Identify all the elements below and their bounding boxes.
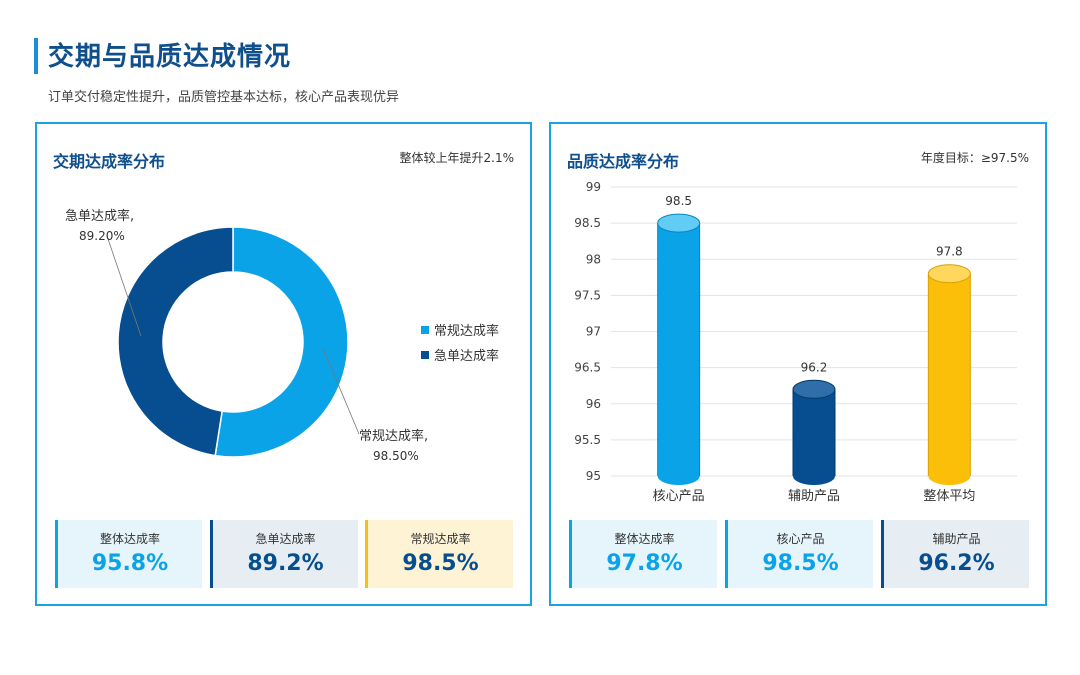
kpi-card-urgent-delivery: 急单达成率 89.2%: [210, 520, 358, 588]
legend-item-regular[interactable]: 常规达成率: [421, 320, 499, 339]
y-tick-label: 96: [586, 397, 601, 411]
kpi-card-overall-quality: 整体达成率 97.8%: [569, 520, 717, 588]
legend-swatch-regular: [421, 325, 429, 334]
y-tick-label: 98: [586, 252, 601, 266]
kpi-value: 98.5%: [402, 551, 479, 576]
bar-cap: [792, 379, 836, 399]
kpi-card-core-product: 核心产品 98.5%: [725, 520, 873, 588]
urgent-callout-line: [106, 235, 142, 337]
bar-body[interactable]: [793, 389, 835, 476]
y-tick-label: 95.5: [574, 433, 601, 447]
bar-value-label: 98.5: [665, 194, 692, 208]
regular-callout-value: 98.50%: [373, 449, 419, 463]
y-tick-label: 96.5: [574, 361, 601, 375]
delivery-panel-note: 整体较上年提升2.1%: [399, 151, 515, 165]
kpi-value: 97.8%: [606, 551, 683, 576]
regular-callout-name: 常规达成率,: [359, 428, 428, 444]
y-tick-label: 97: [586, 325, 601, 339]
kpi-label: 整体达成率: [99, 532, 160, 546]
kpi-label: 急单达成率: [255, 532, 316, 546]
delivery-panel-title: 交期达成率分布: [53, 152, 166, 171]
legend-item-urgent[interactable]: 急单达成率: [421, 345, 499, 364]
x-category-label: 辅助产品: [788, 489, 840, 504]
page-subtitle: 订单交付稳定性提升，品质管控基本达标，核心产品表现优异: [48, 90, 400, 105]
quality-panel-note: 年度目标：≥97.5%: [920, 151, 1029, 165]
title-accent-bar: [34, 38, 38, 74]
y-tick-label: 99: [586, 180, 601, 194]
y-tick-label: 97.5: [574, 288, 601, 302]
quality-panel-title: 品质达成率分布: [567, 152, 680, 171]
donut-slice-urgent[interactable]: [117, 226, 234, 457]
bar-cap: [927, 264, 971, 284]
quality-panel: 品质达成率分布 年度目标：≥97.5% 95 95.5 96 96.5 97 97.5 98…: [549, 122, 1047, 606]
x-category-label: 核心产品: [653, 489, 705, 504]
bar-body[interactable]: [657, 223, 700, 476]
delivery-donut-chart: 急单达成率, 89.20% 常规达成率, 98.50%: [65, 208, 428, 463]
kpi-label: 辅助产品: [932, 532, 981, 546]
kpi-value: 98.5%: [762, 551, 839, 576]
legend-label-urgent: 急单达成率: [434, 349, 500, 364]
kpi-card-overall-delivery: 整体达成率 95.8%: [55, 520, 202, 588]
kpi-value: 95.8%: [91, 551, 169, 576]
y-tick-label: 98.5: [574, 216, 601, 230]
kpi-label: 核心产品: [776, 532, 825, 546]
kpi-label: 整体达成率: [614, 532, 675, 546]
kpi-value: 89.2%: [247, 551, 324, 576]
urgent-callout-name: 急单达成率,: [65, 208, 134, 224]
bar-base: [928, 467, 971, 485]
x-category-label: 整体平均: [923, 489, 975, 504]
page-title: 交期与品质达成情况: [48, 42, 292, 72]
y-tick-label: 95: [586, 469, 601, 483]
kpi-card-auxiliary-product: 辅助产品 96.2%: [881, 520, 1029, 588]
bar-base: [793, 467, 835, 485]
legend-label-regular: 常规达成率: [434, 324, 500, 339]
bar-base: [657, 467, 700, 485]
delivery-panel: 交期达成率分布 整体较上年提升2.1% 急单达成率, 89.20% 常规达成率,…: [35, 122, 532, 606]
kpi-label: 常规达成率: [410, 532, 471, 546]
legend-swatch-urgent: [421, 350, 429, 359]
regular-callout-line: [322, 347, 360, 435]
bar-value-label: 96.2: [801, 360, 828, 374]
bar-cap: [657, 213, 701, 233]
bar-value-label: 97.8: [936, 245, 963, 259]
quality-bar-chart: 95 95.5 96 96.5 97 97.5 98 98.5 99 98.5 核心产品 96.2 辅…: [574, 180, 1017, 504]
kpi-card-regular-delivery: 常规达成率 98.5%: [365, 520, 513, 588]
donut-slice-regular[interactable]: [214, 226, 349, 458]
bar-body[interactable]: [928, 273, 971, 476]
kpi-value: 96.2%: [918, 551, 995, 576]
urgent-callout-value: 89.20%: [79, 229, 125, 243]
